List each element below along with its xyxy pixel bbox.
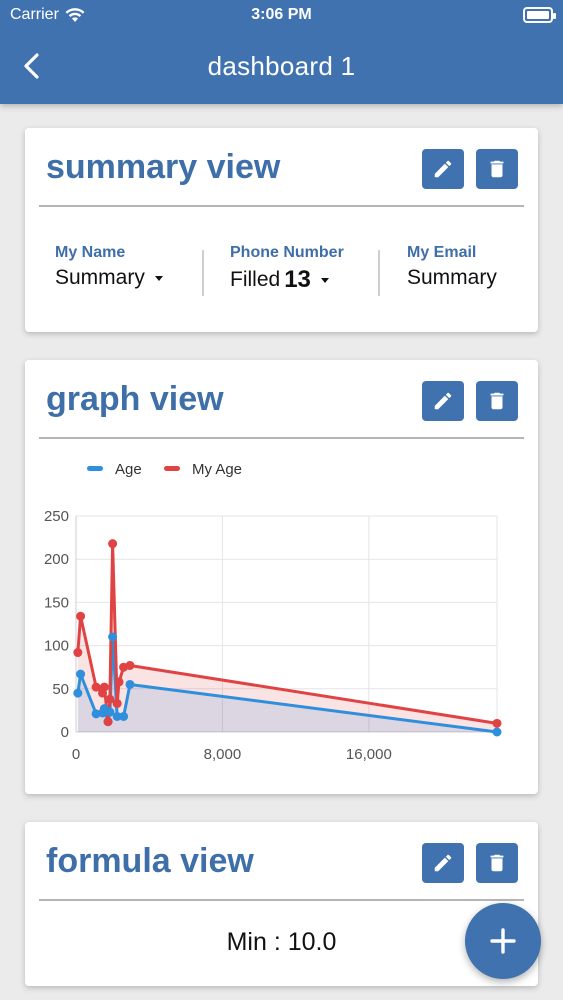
graph-divider xyxy=(39,437,524,439)
y-tick-label: 50 xyxy=(52,681,69,698)
summary-view-card: summary view My Name Summary Phone Numbe… xyxy=(25,128,538,332)
x-tick-label: 0 xyxy=(72,746,80,763)
summary-column-phone: Phone Number Filled 13 xyxy=(230,244,344,294)
add-widget-button[interactable] xyxy=(465,903,541,979)
trash-icon xyxy=(490,854,504,872)
wifi-icon xyxy=(65,7,85,22)
edit-formula-button[interactable] xyxy=(422,843,464,883)
data-point xyxy=(76,611,86,621)
delete-formula-button[interactable] xyxy=(476,843,518,883)
nav-bar: dashboard 1 xyxy=(0,44,563,88)
formula-view-card: formula view Min : 10.0 xyxy=(25,822,538,986)
graph-view-card: graph view 250 200 150 100 50 0 0 8,000 16,000 A… xyxy=(25,360,538,794)
data-point xyxy=(114,677,124,687)
series-area-age xyxy=(77,636,497,732)
back-button[interactable] xyxy=(14,48,50,84)
data-point xyxy=(108,539,118,549)
summary-divider xyxy=(39,205,524,207)
app-header: Carrier 3:06 PM dashboard 1 xyxy=(0,0,563,104)
series-area-my-age xyxy=(77,543,497,732)
formula-divider xyxy=(39,899,524,901)
summary-column-name: My Name Summary xyxy=(55,244,163,290)
pencil-icon xyxy=(434,160,452,178)
column-label: My Email xyxy=(407,244,477,261)
page-title: dashboard 1 xyxy=(207,51,356,81)
pencil-icon xyxy=(434,854,452,872)
column-label: Phone Number xyxy=(230,244,344,261)
data-point xyxy=(125,679,135,689)
y-tick-label: 150 xyxy=(44,594,69,611)
graph-view-title: graph view xyxy=(46,380,224,418)
x-tick-label: 8,000 xyxy=(204,746,242,763)
formula-view-title: formula view xyxy=(46,842,254,880)
data-point xyxy=(112,711,122,721)
column-value-prefix: Filled xyxy=(230,268,281,291)
caret-down-icon xyxy=(320,277,329,283)
data-point xyxy=(125,660,135,670)
legend-label: Age xyxy=(115,461,142,478)
data-point xyxy=(112,698,122,708)
legend-swatch xyxy=(87,466,103,471)
summary-view-title: summary view xyxy=(46,148,281,186)
y-tick-label: 200 xyxy=(44,551,69,568)
data-point xyxy=(103,717,113,727)
column-label: My Name xyxy=(55,244,126,261)
caret-down-icon xyxy=(154,275,163,281)
trash-icon xyxy=(490,160,504,178)
y-tick-label: 0 xyxy=(61,724,69,741)
column-value: Summary xyxy=(55,266,145,289)
edit-graph-button[interactable] xyxy=(422,381,464,421)
data-point xyxy=(91,682,101,692)
battery-icon xyxy=(523,7,556,23)
data-point xyxy=(492,718,502,728)
phone-summary-dropdown[interactable]: Filled 13 xyxy=(230,266,344,294)
chevron-left-icon xyxy=(24,53,39,79)
status-time: 3:06 PM xyxy=(251,6,312,23)
y-tick-label: 100 xyxy=(44,638,69,655)
carrier-info: Carrier xyxy=(10,6,85,24)
carrier-label: Carrier xyxy=(10,6,59,23)
data-point xyxy=(99,682,109,692)
data-point xyxy=(492,727,502,737)
data-point xyxy=(105,707,115,717)
summary-column-email: My Email Summary xyxy=(407,244,497,290)
data-point xyxy=(108,632,118,642)
data-point xyxy=(76,669,86,679)
delete-summary-button[interactable] xyxy=(476,149,518,189)
delete-graph-button[interactable] xyxy=(476,381,518,421)
line-chart: 250 200 150 100 50 00 8,000 16,000 Age My Age xyxy=(44,461,502,763)
pencil-icon xyxy=(434,392,452,410)
column-value: Summary xyxy=(407,266,497,289)
x-tick-label: 16,000 xyxy=(346,746,392,763)
column-separator xyxy=(202,250,204,296)
edit-summary-button[interactable] xyxy=(422,149,464,189)
data-point xyxy=(105,694,115,704)
legend-swatch xyxy=(164,466,180,471)
name-summary-dropdown[interactable]: Summary xyxy=(55,266,163,290)
column-separator xyxy=(378,250,380,296)
data-point xyxy=(73,648,83,658)
formula-value: Min : 10.0 xyxy=(226,928,337,956)
y-tick-label: 250 xyxy=(44,508,69,525)
data-point xyxy=(119,711,129,721)
plus-icon xyxy=(490,928,516,954)
status-bar: Carrier 3:06 PM xyxy=(0,0,563,30)
data-point xyxy=(73,688,83,698)
legend-label: My Age xyxy=(192,461,242,478)
trash-icon xyxy=(490,392,504,410)
filled-count: 13 xyxy=(284,266,311,293)
